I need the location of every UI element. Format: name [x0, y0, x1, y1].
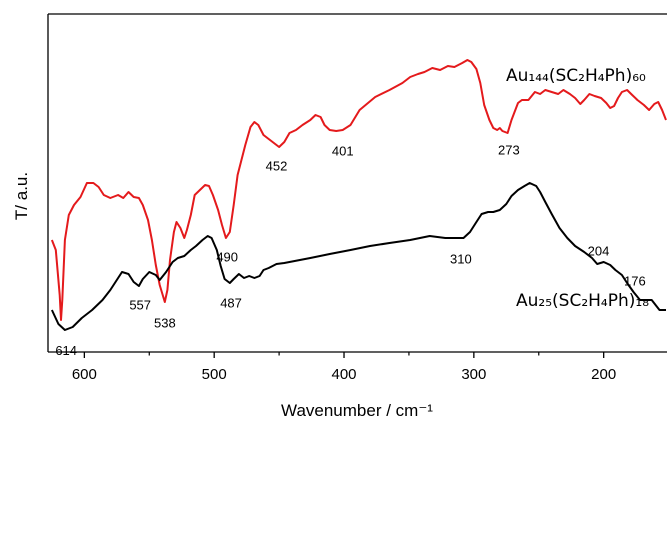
x-tick-label: 200: [591, 366, 616, 383]
series-label: Au₁₄₄(SC₂H₄Ph)₆₀: [506, 66, 646, 86]
x-tick-label: 500: [202, 366, 227, 383]
spectrum-line: [50, 182, 666, 331]
peak-label: 401: [332, 144, 354, 159]
peak-label: 310: [450, 252, 472, 267]
peak-label: 204: [588, 244, 610, 259]
peak-label: 452: [266, 159, 288, 174]
series-label: Au₂₅(SC₂H₄Ph)₁₈: [516, 291, 649, 311]
peak-label: 490: [216, 250, 238, 265]
x-tick-label: 400: [332, 366, 357, 383]
peak-label: 557: [129, 297, 151, 312]
y-axis-title: T/ a.u.: [12, 172, 31, 220]
peak-label: 176: [624, 274, 646, 289]
x-tick-label: 600: [72, 366, 97, 383]
peak-label: 273: [498, 142, 520, 157]
spectrum-line: [50, 59, 667, 321]
peak-label: 487: [220, 295, 242, 310]
peak-label: 614: [55, 343, 77, 358]
peak-label: 538: [154, 316, 176, 331]
x-axis-title: Wavenumber / cm⁻¹: [281, 401, 433, 420]
x-tick-label: 300: [461, 366, 486, 383]
